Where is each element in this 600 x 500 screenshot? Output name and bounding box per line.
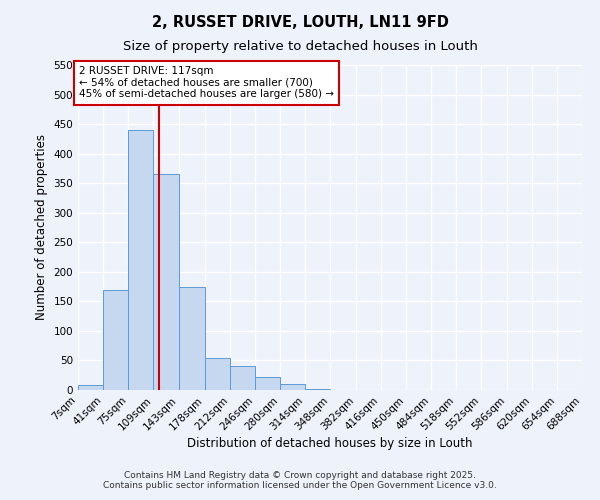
Bar (179, 286, 205, 390)
Bar (128, 130, 154, 390)
Bar (205, 358, 230, 390)
Bar (255, 377, 280, 390)
Bar (305, 389, 331, 390)
Text: Contains HM Land Registry data © Crown copyright and database right 2025.
Contai: Contains HM Land Registry data © Crown c… (103, 470, 497, 490)
Text: 2 RUSSET DRIVE: 117sqm
← 54% of detached houses are smaller (700)
45% of semi-de: 2 RUSSET DRIVE: 117sqm ← 54% of detached… (79, 66, 334, 100)
Bar (230, 366, 255, 390)
Text: 2, RUSSET DRIVE, LOUTH, LN11 9FD: 2, RUSSET DRIVE, LOUTH, LN11 9FD (152, 15, 448, 30)
Bar (280, 384, 305, 390)
Bar (103, 290, 128, 390)
Y-axis label: Number of detached properties: Number of detached properties (35, 134, 48, 320)
Text: Size of property relative to detached houses in Louth: Size of property relative to detached ho… (122, 40, 478, 53)
Bar (78, 386, 103, 390)
Bar (154, 174, 179, 390)
X-axis label: Distribution of detached houses by size in Louth: Distribution of detached houses by size … (187, 438, 473, 450)
